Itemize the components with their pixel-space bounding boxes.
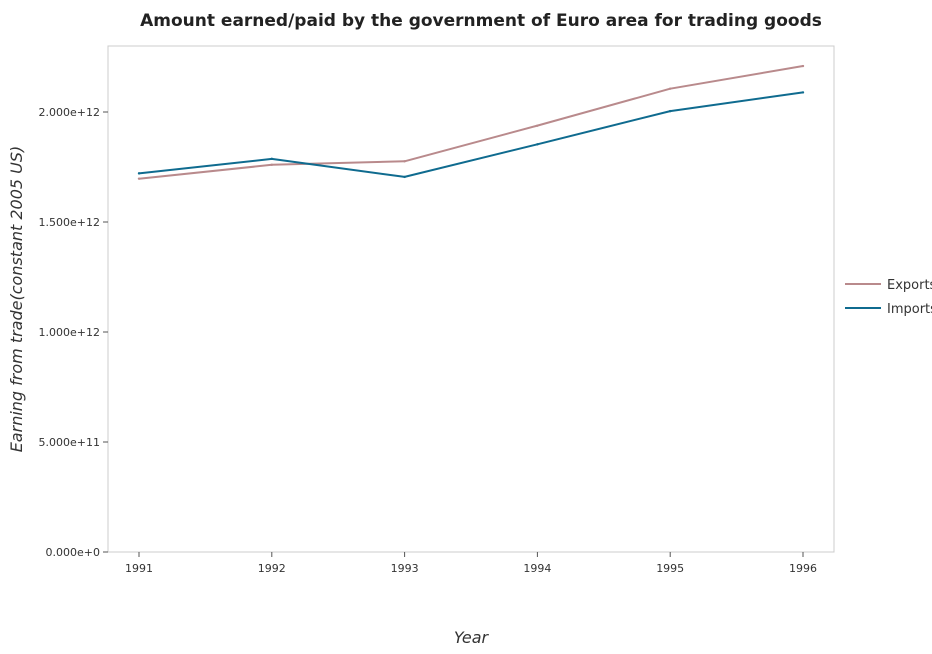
- y-tick-label: 1.000e+12: [39, 326, 100, 339]
- data-point-imports: [403, 175, 406, 179]
- legend: Exports Imports: [845, 278, 932, 317]
- x-tick-label: 1994: [523, 562, 551, 575]
- y-tick-label: 5.000e+11: [39, 436, 100, 449]
- data-point-imports: [137, 172, 141, 175]
- y-tick-label: 0.000e+0: [46, 546, 100, 559]
- series-line-exports: [138, 65, 804, 180]
- x-tick-label: 1991: [125, 562, 153, 575]
- legend-label-exports: Exports: [887, 278, 932, 293]
- data-point-exports: [137, 177, 141, 180]
- plot-area: [107, 45, 835, 553]
- data-point-imports: [270, 157, 273, 161]
- data-point-exports: [536, 124, 539, 127]
- x-tick-label: 1993: [391, 562, 419, 575]
- x-tick-label: 1992: [258, 562, 286, 575]
- x-axis-label: Year: [454, 628, 490, 647]
- data-point-exports: [801, 64, 805, 68]
- data-point-imports: [801, 91, 805, 94]
- data-point-exports: [403, 160, 406, 163]
- y-tick-label: 2.000e+12: [39, 106, 100, 119]
- x-tick-label: 1995: [656, 562, 684, 575]
- chart-title: Amount earned/paid by the government of …: [140, 11, 822, 31]
- y-axis-label: Earning from trade(constant 2005 US): [7, 146, 26, 453]
- data-point-imports: [536, 143, 539, 146]
- data-point-exports: [270, 163, 273, 166]
- data-point-exports: [669, 87, 672, 90]
- y-axis: 0.000e+0 5.000e+11 1.000e+12 1.500e+12 2.000…: [39, 106, 108, 559]
- data-point-imports: [669, 109, 672, 113]
- y-tick-label: 1.500e+12: [39, 216, 100, 229]
- series-line-imports: [138, 91, 804, 178]
- series-layer: [137, 64, 805, 180]
- x-tick-label: 1996: [789, 562, 817, 575]
- legend-label-imports: Imports: [887, 302, 932, 317]
- x-axis: 1991 1992 1993 1994 1995 1996: [125, 552, 817, 575]
